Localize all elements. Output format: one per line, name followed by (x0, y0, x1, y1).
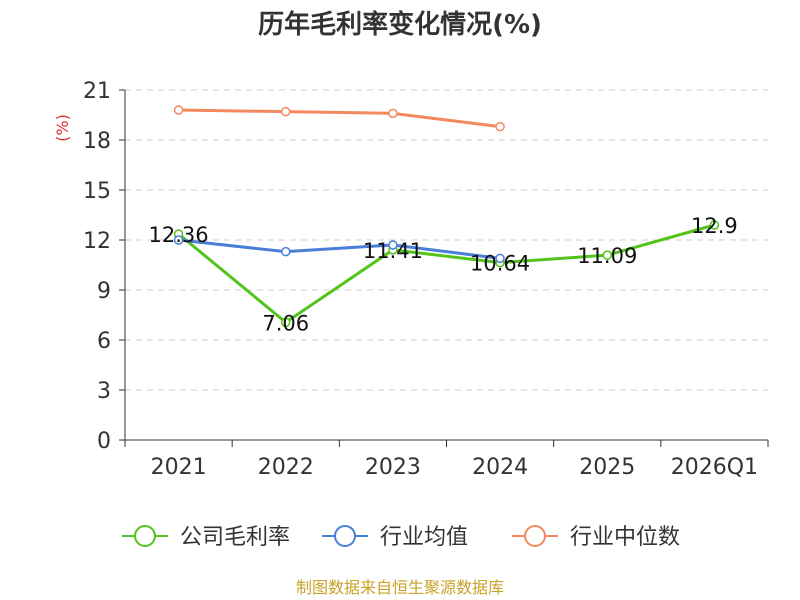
x-tick-label: 2023 (365, 455, 421, 480)
gridlines (125, 89, 768, 391)
x-tick-label: 2021 (151, 455, 207, 480)
y-tick-label: 15 (83, 179, 111, 204)
y-tick-label: 12 (83, 229, 111, 254)
series (173, 105, 720, 328)
y-tick-label: 0 (97, 429, 111, 454)
data-label: 12.9 (691, 214, 738, 238)
data-point (602, 250, 612, 260)
legend-item-0: 公司毛利率 (122, 525, 290, 550)
chart-title: 历年毛利率变化情况(%) (258, 9, 542, 40)
data-point (709, 220, 720, 230)
x-tick-label: 2025 (579, 455, 635, 480)
series-line-0 (177, 223, 716, 324)
data-label: 10.64 (470, 252, 530, 276)
legend-swatch-marker (524, 525, 546, 547)
y-tick-label: 18 (83, 129, 111, 154)
y-tick-label: 9 (97, 279, 111, 304)
data-point (173, 235, 184, 245)
y-tick-label: 3 (97, 379, 111, 404)
x-tick-label: 2022 (258, 455, 314, 480)
x-tick-label: 2026Q1 (671, 455, 758, 480)
data-labels: 12.36 7.06 11.41 10.64 11.09 12.9 (149, 214, 738, 335)
data-label: 12.36 (149, 223, 209, 247)
y-axis-unit: (%) (53, 114, 72, 142)
axes: 0 3 6 9 12 15 18 21 2021 2022 2023 2024 2025 2026Q1 (83, 79, 769, 480)
data-label: 7.06 (262, 311, 309, 335)
legend-swatch-marker (134, 525, 156, 547)
data-point (388, 240, 398, 250)
data-label: 11.09 (577, 244, 637, 268)
series-line-1 (177, 238, 502, 260)
legend-item-2: 行业中位数 (512, 525, 680, 550)
data-point (388, 108, 398, 119)
series-line-2 (177, 108, 502, 129)
data-label: 11.41 (363, 239, 423, 263)
legend: 公司毛利率 行业均值 行业中位数 (122, 525, 680, 550)
legend-label: 行业中位数 (570, 525, 680, 550)
y-tick-label: 6 (97, 329, 111, 354)
legend-label: 公司毛利率 (180, 525, 290, 550)
data-point (281, 317, 291, 328)
legend-item-1: 行业均值 (322, 525, 468, 550)
data-point (281, 246, 291, 257)
legend-swatch-marker (334, 525, 356, 547)
y-tick-label: 21 (83, 79, 111, 104)
legend-label: 行业均值 (380, 525, 468, 550)
source-note: 制图数据来自恒生聚源数据库 (296, 578, 504, 597)
data-point (495, 253, 505, 264)
data-point (173, 105, 184, 115)
data-point (495, 121, 505, 132)
x-tick-label: 2024 (472, 455, 528, 480)
data-point (281, 106, 291, 117)
